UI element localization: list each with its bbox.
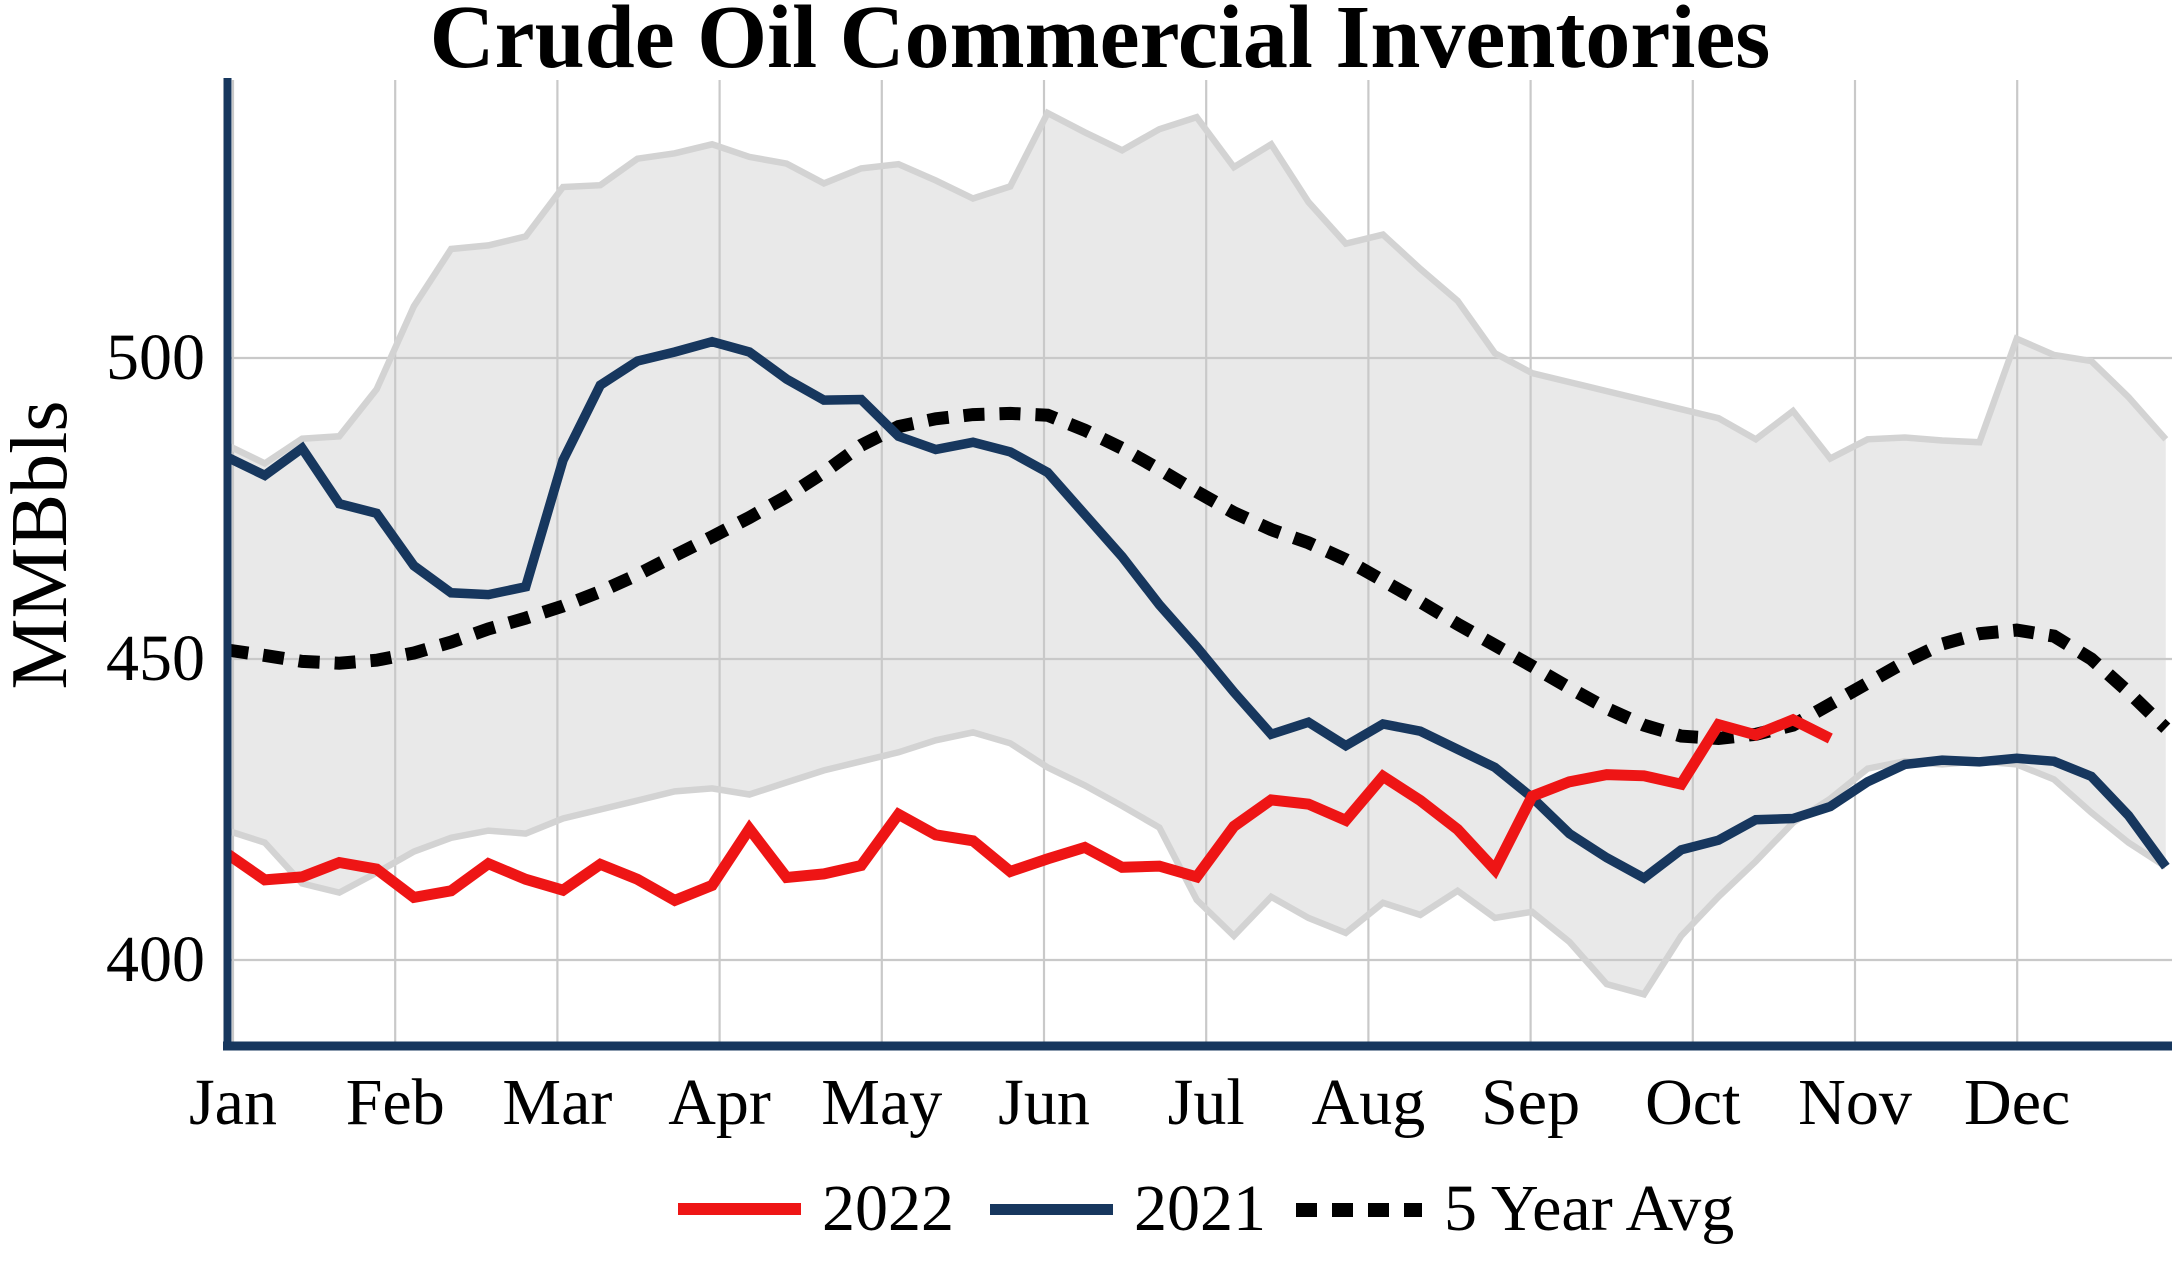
x-tick-oct: Oct	[1645, 1066, 1741, 1139]
y-tick-450: 450	[106, 622, 205, 695]
legend-swatch-5yr-avg	[1296, 1203, 1422, 1217]
x-tick-dec: Dec	[1964, 1066, 2071, 1139]
legend-swatch-2022	[678, 1203, 801, 1215]
x-tick-aug: Aug	[1311, 1066, 1426, 1139]
x-tick-feb: Feb	[345, 1066, 445, 1139]
x-tick-jul: Jul	[1167, 1066, 1245, 1139]
x-tick-nov: Nov	[1798, 1066, 1912, 1139]
line-2021	[225, 336, 2170, 884]
legend-label-2021: 2021	[1134, 1172, 1266, 1245]
five-year-range-band	[227, 113, 2166, 995]
x-tick-mar: Mar	[502, 1066, 613, 1139]
line-2022	[224, 713, 1833, 907]
x-tick-apr: Apr	[668, 1066, 771, 1139]
legend-label-5yr-avg: 5 Year Avg	[1444, 1172, 1735, 1245]
x-tick-jan: Jan	[189, 1066, 277, 1139]
y-tick-400: 400	[106, 923, 205, 996]
band-upper-edge	[226, 108, 2169, 468]
x-tick-jun: Jun	[998, 1066, 1090, 1139]
legend-label-2022: 2022	[822, 1172, 954, 1245]
y-tick-500: 500	[106, 321, 205, 394]
x-tick-sep: Sep	[1481, 1066, 1581, 1139]
chart-title: Crude Oil Commercial Inventories	[429, 0, 1771, 87]
band-lower-edge	[226, 729, 2168, 999]
legend-swatch-2021	[990, 1204, 1113, 1215]
x-tick-may: May	[821, 1066, 943, 1139]
line-5-year-avg	[226, 406, 2171, 746]
